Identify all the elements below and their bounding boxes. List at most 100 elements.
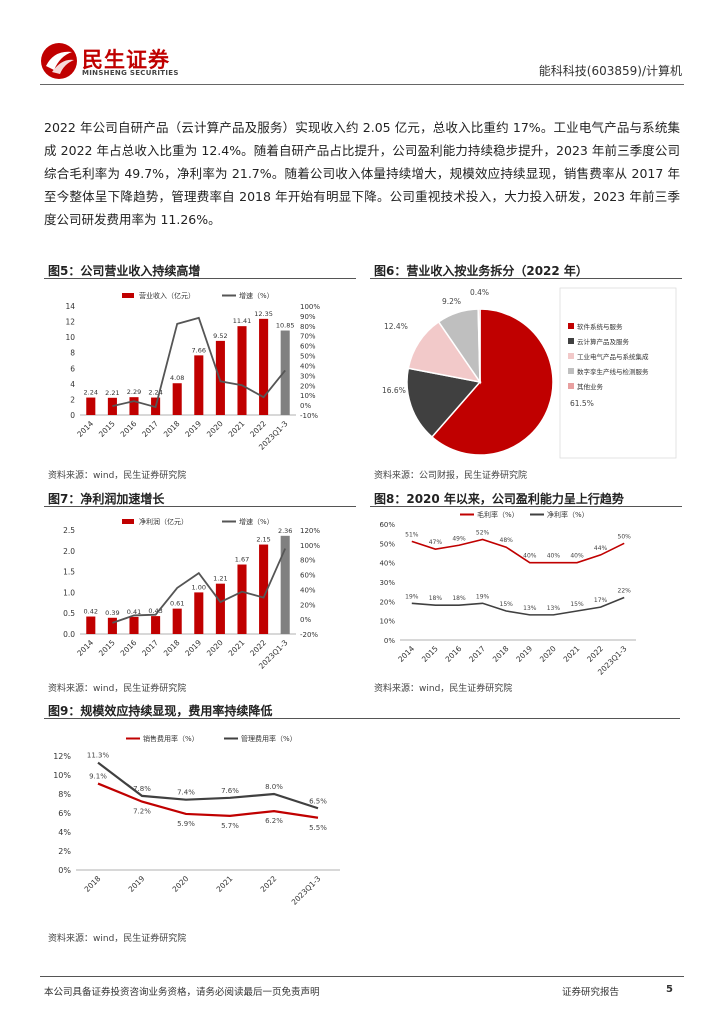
bar-value-label: 4.08	[170, 374, 184, 382]
right-axis-tick-label: 20%	[300, 382, 316, 390]
revenue-bar	[129, 397, 139, 415]
pie-legend-label: 软件系统与服务	[577, 322, 623, 331]
x-axis-tick-label: 2017	[467, 644, 487, 664]
bar-value-label: 11.41	[233, 317, 252, 325]
fig8-title-rule	[370, 506, 682, 507]
right-axis-tick-label: 0%	[300, 616, 311, 624]
x-axis-tick-label: 2020	[205, 419, 225, 439]
x-axis-tick-label: 2015	[97, 419, 117, 439]
left-axis-tick-label: 4	[70, 380, 75, 389]
series-line	[411, 596, 625, 616]
data-label: 48%	[500, 537, 514, 544]
bar-value-label: 2.15	[256, 536, 270, 544]
bar-value-label: 10.85	[276, 322, 295, 330]
footer-report-type: 证券研究报告	[562, 987, 620, 998]
y-axis-tick-label: 50%	[379, 540, 395, 548]
fig7-title-rule	[44, 506, 356, 507]
fig6-source: 资料来源：公司财报，民生证券研究院	[374, 471, 528, 481]
bar-value-label: 2.24	[84, 389, 98, 397]
bar-value-label: 2.21	[105, 389, 119, 397]
left-axis-tick-label: 0.0	[63, 630, 75, 639]
x-axis-tick-label: 2020	[171, 874, 191, 894]
left-axis-tick-label: 0.5	[63, 609, 75, 618]
x-axis-tick-label: 2021	[227, 638, 247, 658]
data-label: 44%	[594, 545, 608, 552]
x-axis-tick-label: 2016	[444, 644, 464, 664]
data-label: 18%	[429, 595, 443, 602]
fig9-source: 资料来源：wind，民生证券研究院	[48, 934, 187, 944]
revenue-bar	[172, 608, 182, 634]
y-axis-tick-label: 30%	[379, 579, 395, 587]
left-axis-tick-label: 12	[65, 318, 75, 327]
revenue-bar	[237, 564, 247, 634]
y-axis-tick-label: 6%	[58, 809, 71, 818]
bar-value-label: 2.29	[127, 388, 141, 396]
right-axis-tick-label: 60%	[300, 343, 316, 351]
pie-slice	[430, 308, 554, 456]
data-label: 7.2%	[133, 808, 151, 816]
fig7-title: 图7：净利润加速增长	[48, 492, 165, 506]
pie-slice	[406, 367, 482, 439]
revenue-bar	[259, 318, 269, 415]
legend-series-1-label: 销售费用率（%）	[143, 734, 199, 743]
data-label: 7.8%	[133, 785, 151, 793]
revenue-bar	[86, 616, 96, 634]
pie-legend-label: 其他业务	[577, 382, 604, 391]
data-label: 18%	[452, 595, 466, 602]
data-label: 11.3%	[87, 752, 110, 760]
left-axis-tick-label: 14	[65, 302, 75, 311]
bar-value-label: 0.61	[170, 600, 184, 608]
logo-chinese-name: 民生证券	[82, 48, 170, 72]
y-axis-tick-label: 10%	[379, 618, 395, 626]
fig7-net-profit-chart: 0.0 0.5 1.0 1.5 2.0 2.5 -20% 0% 20% 40% 60% 80% 100%…	[63, 517, 320, 671]
legend-bar-label: 净利润（亿元）	[139, 517, 188, 526]
revenue-bar	[129, 616, 139, 634]
pie-legend-label: 工业电气产品与系统集成	[577, 352, 649, 361]
revenue-bar	[215, 340, 225, 415]
right-axis-tick-label: 40%	[300, 362, 316, 370]
pie-slice-label: 12.4%	[384, 322, 408, 331]
left-axis-tick-label: 2	[70, 395, 75, 404]
revenue-bar	[215, 583, 225, 634]
data-label: 5.7%	[221, 822, 239, 830]
x-axis-tick-label: 2017	[140, 419, 160, 439]
fig9-title-rule	[44, 718, 680, 719]
fig8-source: 资料来源：wind，民生证券研究院	[374, 684, 513, 694]
right-axis-tick-label: -20%	[300, 631, 318, 639]
footer-disclaimer: 本公司具备证券投资咨询业务资格，请务必阅读最后一页免责声明	[44, 987, 320, 998]
header-divider	[40, 84, 684, 85]
revenue-bar	[107, 617, 117, 634]
pie-slice-label: 0.4%	[470, 288, 489, 297]
x-axis-tick-label: 2016	[119, 638, 139, 658]
data-label: 15%	[570, 601, 584, 608]
data-label: 40%	[547, 553, 561, 560]
right-axis-tick-label: 60%	[300, 572, 316, 580]
pie-slice-label: 16.6%	[382, 386, 406, 395]
y-axis-tick-label: 12%	[53, 752, 71, 761]
right-axis-tick-label: 120%	[300, 527, 320, 535]
legend-line-label: 增速（%）	[239, 517, 274, 526]
data-label: 7.6%	[221, 787, 239, 795]
data-label: 52%	[476, 529, 490, 536]
data-label: 40%	[523, 553, 537, 560]
pie-legend-swatch	[568, 368, 574, 374]
pie-legend-label: 云计算产品及服务	[577, 337, 630, 346]
right-axis-tick-label: 100%	[300, 542, 320, 550]
data-label: 19%	[476, 593, 490, 600]
revenue-bar	[107, 397, 117, 415]
x-axis-tick-label: 2018	[83, 874, 103, 894]
data-label: 6.2%	[265, 817, 283, 825]
data-label: 51%	[405, 531, 419, 538]
pie-chart-frame	[559, 287, 677, 459]
x-axis-tick-label: 2019	[183, 419, 203, 439]
x-axis-tick-label: 2021	[227, 419, 247, 439]
fig5-source: 资料来源：wind，民生证券研究院	[48, 471, 187, 481]
y-axis-tick-label: 10%	[53, 771, 71, 780]
series-line	[97, 761, 319, 810]
legend-line-label: 增速（%）	[239, 291, 274, 300]
revenue-bar	[280, 535, 290, 634]
data-label: 13%	[523, 605, 537, 612]
right-axis-tick-label: 50%	[300, 353, 316, 361]
right-axis-tick-label: 40%	[300, 586, 316, 594]
right-axis-tick-label: 90%	[300, 313, 316, 321]
